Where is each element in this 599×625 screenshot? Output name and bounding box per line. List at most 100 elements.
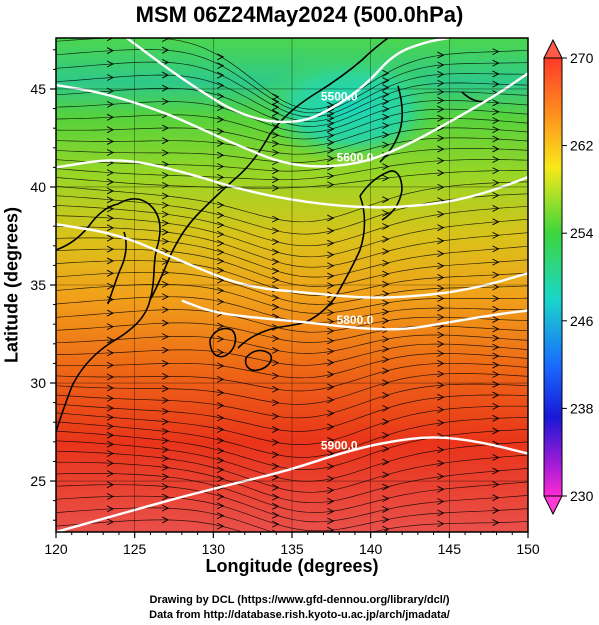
wind-arrow xyxy=(272,462,280,470)
x-axis-label: Longitude (degrees) xyxy=(205,556,379,576)
wind-arrow xyxy=(216,362,225,370)
wind-arrow xyxy=(382,317,390,325)
wind-arrow xyxy=(492,218,500,226)
wind-arrow xyxy=(492,156,500,163)
wind-arrow xyxy=(492,271,500,279)
contour-label: 5900.0 xyxy=(321,439,358,453)
contour-line xyxy=(56,223,528,299)
wind-arrow xyxy=(327,239,335,247)
wind-arrow xyxy=(106,196,115,204)
wind-arrow xyxy=(437,262,445,270)
colorbar: 270 262 254 246 238 230 xyxy=(543,38,594,516)
wind-arrow xyxy=(272,346,280,354)
wind-arrow xyxy=(492,167,500,175)
wind-arrow xyxy=(106,113,115,121)
grid-lines xyxy=(56,38,528,532)
wind-arrow xyxy=(492,295,500,302)
wind-arrow xyxy=(382,174,390,182)
wind-arrow xyxy=(437,304,445,312)
wind-arrow xyxy=(216,151,225,159)
y-axis-label: Latitude (degrees) xyxy=(1,206,22,364)
wind-arrow xyxy=(437,284,445,292)
wind-arrow xyxy=(106,47,115,55)
wind-arrow xyxy=(492,494,500,502)
colorbar-max-arrow xyxy=(543,38,563,59)
wind-arrow xyxy=(382,404,390,412)
wind-arrow xyxy=(327,155,335,162)
wind-arrow xyxy=(382,122,390,130)
wind-arrow xyxy=(272,276,280,284)
wind-arrow xyxy=(382,131,390,139)
wind-arrow xyxy=(272,426,280,433)
wind-arrow xyxy=(161,333,170,341)
wind-arrow xyxy=(161,237,170,245)
wind-arrow xyxy=(437,370,445,378)
wind-arrow xyxy=(382,367,390,375)
wind-arrow xyxy=(382,248,390,255)
wind-arrow xyxy=(437,157,445,165)
wind-arrow xyxy=(327,139,335,146)
wind-arrow xyxy=(492,70,500,78)
wind-arrow xyxy=(216,414,225,422)
x-tick-label: 140 xyxy=(359,541,383,557)
wind-arrow xyxy=(382,113,390,121)
wind-arrow xyxy=(161,372,170,380)
wind-arrow xyxy=(106,245,115,253)
wind-arrow xyxy=(437,313,445,321)
wind-arrow xyxy=(327,371,335,378)
wind-arrow xyxy=(437,97,445,104)
wind-arrow xyxy=(327,214,335,222)
wind-arrow xyxy=(106,422,115,430)
wind-arrow xyxy=(272,267,280,275)
wind-arrow xyxy=(161,149,170,157)
wind-arrow xyxy=(382,259,390,267)
wind-arrow xyxy=(492,481,500,488)
wind-arrow xyxy=(106,309,115,317)
wind-arrow xyxy=(216,116,225,123)
wind-arrow xyxy=(327,114,335,122)
wind-arrow xyxy=(492,361,500,369)
wind-arrow xyxy=(216,211,225,219)
wind-arrow xyxy=(106,74,115,81)
wind-arrow xyxy=(492,179,500,187)
wind-arrow xyxy=(382,105,390,113)
wind-arrow xyxy=(216,163,225,170)
wind-arrow xyxy=(272,473,280,481)
wind-arrow xyxy=(382,280,390,288)
wind-arrow xyxy=(216,221,225,229)
wind-arrow xyxy=(272,412,280,420)
wind-arrow xyxy=(216,322,225,330)
colorbar-tick-label: 238 xyxy=(570,400,594,416)
wind-arrow xyxy=(216,257,225,265)
wind-arrow xyxy=(272,335,280,342)
wind-arrow xyxy=(437,169,445,177)
wind-arrow xyxy=(272,93,280,101)
wind-arrow xyxy=(492,48,500,56)
wind-arrow xyxy=(437,250,445,258)
wind-arrow xyxy=(382,308,390,316)
wind-arrow xyxy=(216,522,225,530)
wind-arrow xyxy=(161,396,170,404)
wind-arrow xyxy=(382,495,390,503)
wind-arrow xyxy=(492,191,500,199)
contour-line xyxy=(56,436,528,532)
wind-arrow xyxy=(327,396,335,404)
wind-arrow xyxy=(437,473,445,480)
wind-arrow xyxy=(492,414,500,422)
wind-arrow xyxy=(382,196,390,204)
wind-arrow xyxy=(272,238,280,246)
wind-arrow xyxy=(216,92,225,100)
wind-arrow xyxy=(272,451,280,459)
wind-arrow xyxy=(161,293,170,301)
wind-arrow xyxy=(327,132,335,139)
wind-arrow xyxy=(272,131,280,139)
wind-arrow xyxy=(382,84,390,91)
wind-arrow xyxy=(161,473,170,481)
colorbar-gradient xyxy=(543,57,563,497)
y-axis-ticks: 25 30 35 40 45 xyxy=(30,49,56,521)
wind-arrow xyxy=(272,493,280,501)
wind-arrow xyxy=(492,145,500,153)
wind-arrow xyxy=(437,406,445,414)
wind-arrow xyxy=(216,201,225,209)
